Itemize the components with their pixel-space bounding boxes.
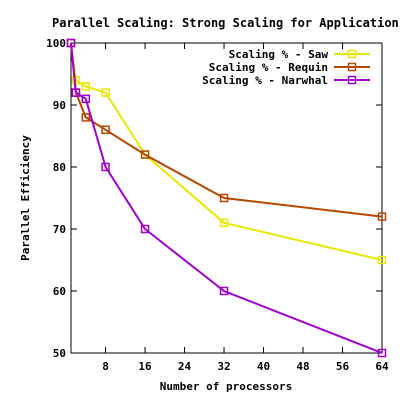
data-point xyxy=(71,88,81,97)
data-point xyxy=(81,94,91,104)
data-point xyxy=(377,348,387,358)
series-3 xyxy=(66,38,387,358)
x-tick-label: 56 xyxy=(336,360,350,373)
x-tick-label: 48 xyxy=(296,360,309,373)
y-tick-label: 80 xyxy=(53,161,66,174)
x-tick-label: 40 xyxy=(257,360,270,373)
legend-label: Scaling % - Narwhal xyxy=(202,74,328,87)
series-line xyxy=(70,42,383,261)
x-tick-label: 16 xyxy=(138,360,152,373)
legend-label: Scaling % - Saw xyxy=(229,48,329,61)
chart-title: Parallel Scaling: Strong Scaling for App… xyxy=(52,16,400,30)
data-point xyxy=(81,82,91,91)
legend-swatch-marker xyxy=(347,49,357,59)
data-point xyxy=(219,286,229,296)
data-point xyxy=(66,38,76,48)
x-tick-label: 64 xyxy=(375,360,389,373)
data-point xyxy=(377,255,387,265)
data-point xyxy=(219,218,229,228)
data-point xyxy=(81,113,91,122)
x-tick-label: 32 xyxy=(217,360,230,373)
chart-axes: 50 60 70 80 90 100 8 16 24 32 40 48 56 64 xyxy=(46,37,389,373)
data-point xyxy=(101,162,110,172)
plot-frame xyxy=(70,42,383,354)
legend-label: Scaling % - Requin xyxy=(209,61,328,74)
legend-swatch-marker xyxy=(347,75,357,85)
y-tick-label: 70 xyxy=(53,223,66,236)
y-tick-label: 60 xyxy=(53,285,66,298)
x-tick-label: 24 xyxy=(178,360,192,373)
x-tick-label: 8 xyxy=(102,360,109,373)
y-tick-label: 90 xyxy=(53,99,66,112)
series-layer xyxy=(66,38,387,358)
data-point xyxy=(140,150,150,159)
data-point xyxy=(219,193,229,203)
data-point xyxy=(140,224,150,234)
y-tick-label: 50 xyxy=(53,347,66,360)
legend-swatch-marker xyxy=(347,62,357,72)
y-axis-label: Parallel Efficiency xyxy=(19,135,32,261)
data-point xyxy=(377,212,387,221)
data-point xyxy=(101,125,110,135)
data-point xyxy=(101,88,110,97)
y-tick-label: 100 xyxy=(46,37,66,50)
series-line xyxy=(70,42,383,354)
x-axis-label: Number of processors xyxy=(160,380,292,393)
